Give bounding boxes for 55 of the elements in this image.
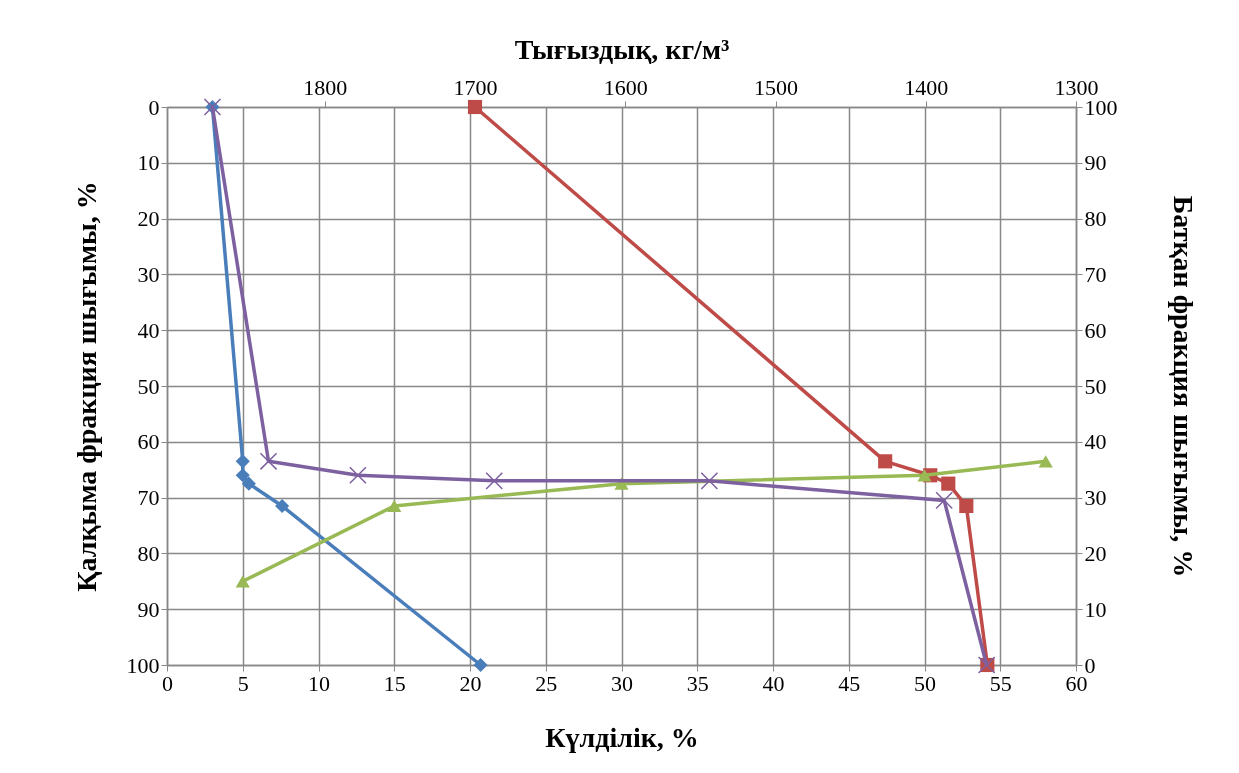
x-tick-label: 25 <box>535 670 558 696</box>
point <box>349 466 367 485</box>
point <box>275 498 290 514</box>
x-axis-title: Күлділік, % <box>545 721 699 753</box>
y2-tick-label: 30 <box>1084 485 1107 511</box>
point <box>935 491 954 510</box>
point <box>235 454 250 469</box>
point <box>259 452 278 471</box>
point <box>387 499 402 513</box>
y2-tick-label: 60 <box>1084 317 1107 343</box>
y2-tick-label: 40 <box>1084 429 1107 455</box>
x2-tick-label: 1700 <box>453 74 498 100</box>
point <box>485 472 504 490</box>
y-tick-label: 20 <box>137 206 160 232</box>
x-tick-label: 35 <box>686 670 709 696</box>
y-tick-label: 90 <box>137 596 160 622</box>
x-tick-label: 40 <box>762 670 785 696</box>
y-tick-label: 50 <box>137 373 160 399</box>
point <box>235 468 250 483</box>
x-tick-label: 30 <box>611 670 633 696</box>
y2-tick-label: 20 <box>1084 540 1107 566</box>
point <box>235 575 250 588</box>
x-tick-label: 50 <box>914 670 936 696</box>
y2-tick-label: 70 <box>1084 261 1107 287</box>
y2-tick-label: 80 <box>1084 206 1107 232</box>
y2-tick-label: 10 <box>1084 596 1107 622</box>
x-tick-label: 5 <box>237 670 249 696</box>
x2-tick-label: 1500 <box>754 74 798 100</box>
y2-tick-label: 90 <box>1084 150 1107 176</box>
y-tick-label: 60 <box>137 429 160 455</box>
y-tick-label: 100 <box>126 652 160 678</box>
y-tick-label: 80 <box>137 540 160 566</box>
point <box>1038 455 1053 468</box>
x-tick-label: 20 <box>459 670 482 696</box>
x-tick-label: 45 <box>838 670 861 696</box>
y2-axis-title: Батқан фракция шығымы, % <box>1167 195 1199 578</box>
y-tick-label: 40 <box>137 317 160 343</box>
x2-axis-title: Тығыздық, кг/м³ <box>514 33 730 65</box>
x2-tick-label: 1800 <box>303 74 348 100</box>
point <box>700 472 719 490</box>
y2-tick-label: 0 <box>1084 652 1096 678</box>
point <box>241 476 256 491</box>
x-tick-label: 55 <box>989 670 1012 696</box>
y-axis-title: Қалқыма фракция шығымы, % <box>70 181 102 592</box>
x2-tick-label: 1400 <box>904 74 949 100</box>
x2-tick-label: 1600 <box>603 74 648 100</box>
y2-tick-label: 50 <box>1084 373 1107 399</box>
y-tick-label: 30 <box>137 261 160 287</box>
y-tick-label: 0 <box>148 94 160 120</box>
point <box>917 469 932 482</box>
y-tick-label: 10 <box>137 150 160 176</box>
x-tick-label: 15 <box>383 670 406 696</box>
point <box>473 657 488 673</box>
y-tick-label: 70 <box>137 485 160 511</box>
x-tick-label: 10 <box>308 670 330 696</box>
